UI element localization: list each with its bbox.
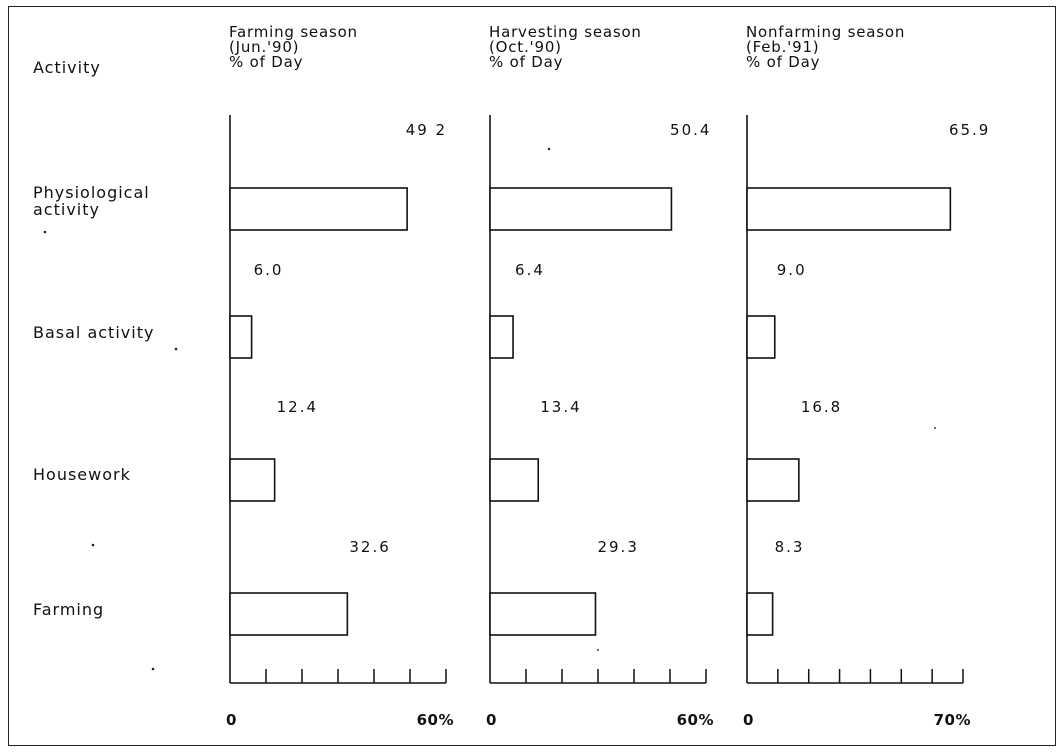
panel-1-value-label-1: 6.4 [515,261,545,279]
panel-1-bar-0 [489,187,673,231]
panel-1-tick-label-min: 0 [486,711,497,729]
panel-2-title-line-2: % of Day [746,53,821,71]
panel-1-value-label-0: 50.4 [670,121,712,139]
panel-2-bar-1 [746,315,776,359]
panel-2-title-line-1: (Feb.'91) [746,38,820,56]
panel-1-bar-2 [489,458,540,502]
panel-2-title-line-0: Nonfarming season [746,23,906,41]
panel-0-title-line-0: Farming season [229,23,358,41]
panel-1-tick-label-max: 60% [676,711,714,729]
panel-0-tick-label-min: 0 [226,711,237,729]
category-label-physiological-line1: Physiological [33,183,150,202]
panel-1-title-line-2: % of Day [489,53,564,71]
panel-2-bar-2 [746,458,800,502]
panel-0-title-line-2: % of Day [229,53,304,71]
panel-2-value-label-1: 9.0 [776,261,807,279]
category-label-housework: Housework [33,465,131,484]
category-label-basal: Basal activity [33,323,155,342]
panel-1-bar-3 [489,592,597,636]
panel-0-title-line-1: (Jun.'90) [229,38,300,56]
panel-0-value-label-3: 32.6 [349,538,391,556]
panel-1-title-line-0: Harvesting season [489,23,642,41]
panel-2-value-label-0: 65.9 [948,121,991,139]
panel-0-bar-0 [229,187,408,231]
panel-0-tick-label-max: 60% [416,711,454,729]
panel-1-title-line-1: (Oct.'90) [489,38,562,56]
panel-0-bar-2 [229,458,276,502]
panel-1-value-label-3: 29.3 [597,538,639,556]
panel-0-value-label-1: 6.0 [253,261,284,279]
category-label-physiological-line2: activity [33,200,100,219]
chart-frame [8,6,1056,746]
panel-0-bar-3 [229,592,349,636]
panel-2-value-label-2: 16.8 [800,398,843,416]
scan-specks [43,147,936,671]
panel-0-value-label-2: 12.4 [276,398,319,416]
panel-0-value-label-0: 49 2 [405,121,448,139]
panel-1-value-label-2: 13.4 [540,398,582,416]
panel-2-bar-0 [746,187,952,231]
panel-2-value-label-3: 8.3 [774,538,805,556]
category-label-farming: Farming [33,600,105,619]
panel-1-bar-1 [489,315,514,359]
panel-2-bar-3 [746,592,774,636]
panel-2-tick-label-max: 70% [933,711,971,729]
category-header: Activity [33,58,101,77]
panel-0-bar-1 [229,315,253,359]
panel-2-tick-label-min: 0 [743,711,754,729]
